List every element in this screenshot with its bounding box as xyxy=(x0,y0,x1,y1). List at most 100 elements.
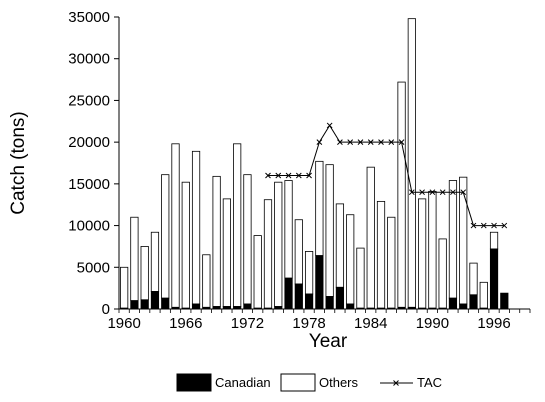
tac-point-1990 xyxy=(429,189,436,196)
tac-point-1987 xyxy=(398,139,405,145)
bar-others-1975 xyxy=(274,181,283,307)
tac-point-1986 xyxy=(388,139,395,145)
bar-others-1965 xyxy=(171,143,180,308)
bar-others-1990 xyxy=(428,190,437,309)
bar-canadian-1994 xyxy=(469,294,478,310)
tac-point-1993 xyxy=(460,189,467,196)
bar-others-1961 xyxy=(130,216,139,302)
bar-canadian-1996 xyxy=(489,248,499,310)
y-tick-label-15000: 15000 xyxy=(68,176,110,193)
tac-point-1980 xyxy=(326,122,333,129)
bar-others-1995 xyxy=(479,281,488,309)
x-tick-label-1972: 1972 xyxy=(231,315,264,332)
bar-others-1984 xyxy=(366,166,375,309)
bar-canadian-1972 xyxy=(243,303,252,310)
y-tick-label-5000: 5000 xyxy=(77,259,110,276)
tac-point-1978 xyxy=(306,172,312,179)
bar-canadian-1977 xyxy=(294,283,303,310)
bar-canadian-1964 xyxy=(161,297,170,310)
bar-others-1989 xyxy=(418,198,427,309)
bar-others-1969 xyxy=(212,175,221,307)
bar-others-1980 xyxy=(325,164,334,297)
x-axis-ticks: 1960 1966 1972 1978 1984 1990 1996 xyxy=(107,309,531,332)
tac-point-1997 xyxy=(501,222,508,229)
legend-label-canadian: Canadian xyxy=(215,375,271,390)
bar-canadian-1992 xyxy=(448,297,458,310)
legend-label-tac: TAC xyxy=(417,375,442,390)
bar-canadian-1997 xyxy=(500,292,509,310)
bar-others-1974 xyxy=(263,199,273,309)
bar-others-1978 xyxy=(304,251,314,295)
y-tick-label-10000: 10000 xyxy=(68,218,110,235)
bar-canadian-1980 xyxy=(325,296,334,310)
bar-others-1970 xyxy=(222,198,231,307)
bar-others-1966 xyxy=(181,181,190,309)
bar-others-1973 xyxy=(253,235,262,309)
tac-point-1985 xyxy=(378,139,384,145)
bar-others-1963 xyxy=(150,231,160,292)
bar-canadian-1961 xyxy=(130,300,139,310)
y-tick-label-30000: 30000 xyxy=(68,51,110,68)
x-tick-label-1978: 1978 xyxy=(292,315,325,332)
bar-others-1967 xyxy=(191,150,201,305)
tac-point-1988 xyxy=(408,189,415,196)
y-tick-label-0: 0 xyxy=(102,301,110,318)
bar-others-1992 xyxy=(448,180,458,299)
plot-area xyxy=(120,18,509,310)
bar-others-1960 xyxy=(120,266,129,309)
bar-canadian-1976 xyxy=(284,277,293,310)
bar-others-1976 xyxy=(284,180,293,279)
bar-canadian-1981 xyxy=(335,286,345,310)
legend-label-others: Others xyxy=(319,375,359,390)
bar-others-1991 xyxy=(438,238,447,309)
y-axis-ticks: 0 5000 10000 15000 20000 25000 30000 35000 xyxy=(68,9,119,318)
bar-others-1977 xyxy=(294,219,303,285)
bar-canadian-1979 xyxy=(315,255,324,310)
bar-others-1979 xyxy=(315,160,324,256)
tac-point-1982 xyxy=(347,139,354,145)
bar-others-1971 xyxy=(233,143,242,307)
tac-line xyxy=(267,124,505,227)
bar-others-1994 xyxy=(469,262,478,296)
tac-point-1996 xyxy=(491,222,497,229)
x-tick-label-1996: 1996 xyxy=(477,315,510,332)
bar-others-1988 xyxy=(407,18,416,308)
tac-point-1994 xyxy=(470,222,477,229)
y-tick-label-25000: 25000 xyxy=(68,92,110,109)
x-tick-label-1984: 1984 xyxy=(354,315,387,332)
tac-point-1974 xyxy=(265,172,271,179)
bar-others-1972 xyxy=(243,174,252,305)
bar-others-1993 xyxy=(459,176,468,305)
legend-marker-tac xyxy=(393,380,399,386)
tac-point-1976 xyxy=(285,172,292,179)
bar-canadian-1963 xyxy=(150,291,160,310)
y-tick-label-35000: 35000 xyxy=(68,9,110,26)
bar-others-1962 xyxy=(140,246,149,301)
bar-others-1996 xyxy=(489,231,499,250)
x-tick-label-1960: 1960 xyxy=(107,315,140,332)
bar-others-1968 xyxy=(202,254,211,308)
tac-point-1984 xyxy=(367,139,374,145)
bar-canadian-1978 xyxy=(304,293,314,310)
bar-others-1964 xyxy=(161,174,170,299)
tac-point-1989 xyxy=(419,189,425,196)
bar-canadian-1993 xyxy=(459,303,468,310)
legend: Canadian Others TAC xyxy=(176,373,442,392)
tac-point-1981 xyxy=(337,139,343,145)
y-tick-label-20000: 20000 xyxy=(68,134,110,151)
bar-others-1981 xyxy=(335,203,345,288)
tac-point-1975 xyxy=(275,172,282,179)
tac-point-1995 xyxy=(480,222,487,229)
tac-point-1983 xyxy=(357,139,364,145)
bar-canadian-1967 xyxy=(191,303,201,310)
legend-swatch-others xyxy=(280,373,316,392)
bar-others-1982 xyxy=(346,214,355,305)
x-tick-label-1966: 1966 xyxy=(169,315,202,332)
tac-point-1991 xyxy=(439,189,446,196)
legend-swatch-canadian xyxy=(176,373,212,392)
tac-point-1977 xyxy=(295,172,302,179)
bar-others-1985 xyxy=(376,200,386,309)
x-tick-label-1990: 1990 xyxy=(416,315,449,332)
x-axis-title: Year xyxy=(309,331,348,352)
